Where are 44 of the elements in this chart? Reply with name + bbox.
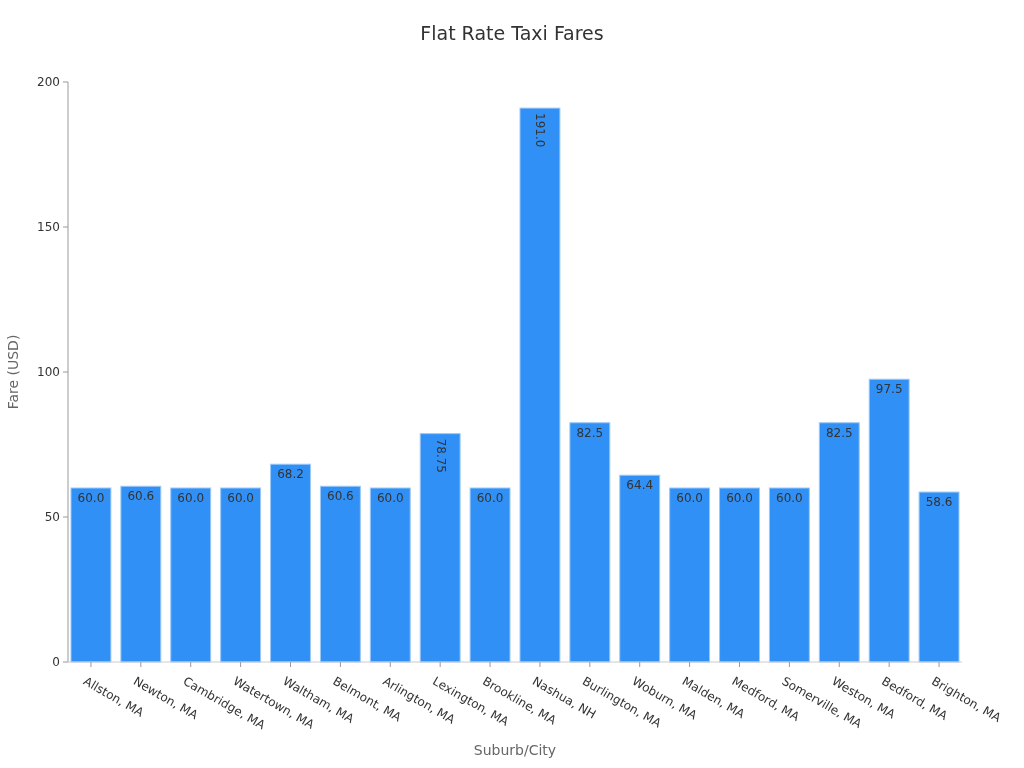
chart-title: Flat Rate Taxi Fares bbox=[420, 22, 604, 44]
bar bbox=[519, 107, 561, 663]
data-label: 60.0 bbox=[376, 491, 404, 505]
bar bbox=[669, 487, 711, 663]
bar bbox=[270, 463, 311, 663]
bar bbox=[419, 433, 461, 663]
data-label: 60.0 bbox=[676, 491, 703, 505]
data-label: 82.5 bbox=[825, 425, 853, 440]
x-axis-title: Suburb/City bbox=[473, 742, 557, 758]
data-label: 82.5 bbox=[576, 425, 604, 440]
data-label: 68.2 bbox=[277, 467, 304, 482]
bar bbox=[469, 487, 511, 663]
data-label: 191.0 bbox=[533, 113, 548, 148]
bar bbox=[868, 378, 910, 663]
bar bbox=[619, 474, 661, 663]
bar bbox=[120, 485, 162, 663]
data-label: 60.0 bbox=[177, 491, 205, 505]
data-label: 60.0 bbox=[776, 491, 803, 505]
bar bbox=[220, 487, 262, 663]
bar bbox=[369, 487, 411, 663]
data-label: 58.6 bbox=[925, 495, 953, 510]
data-label: 60.0 bbox=[476, 491, 504, 505]
data-label: 60.0 bbox=[726, 491, 753, 505]
data-label: 60.0 bbox=[227, 491, 254, 505]
bar bbox=[818, 422, 860, 663]
bar bbox=[719, 487, 760, 663]
bar bbox=[768, 487, 810, 663]
data-label: 64.4 bbox=[626, 478, 654, 493]
y-tick-label: 150 bbox=[37, 219, 60, 234]
data-label: 97.5 bbox=[875, 382, 903, 397]
data-label: 60.6 bbox=[327, 489, 354, 504]
data-label: 60.0 bbox=[77, 491, 105, 505]
y-axis-title: Fare (USD) bbox=[5, 334, 21, 410]
bar bbox=[918, 491, 960, 663]
bar bbox=[319, 485, 361, 663]
y-tick-label: 50 bbox=[44, 509, 60, 524]
bar bbox=[170, 487, 212, 663]
data-label: 60.6 bbox=[127, 489, 155, 504]
data-label: 78.75 bbox=[433, 438, 448, 473]
y-tick-label: 100 bbox=[37, 364, 60, 379]
bar bbox=[70, 487, 112, 663]
bar bbox=[569, 422, 611, 663]
y-tick-label: 0 bbox=[52, 654, 60, 669]
y-tick-label: 200 bbox=[37, 74, 60, 89]
